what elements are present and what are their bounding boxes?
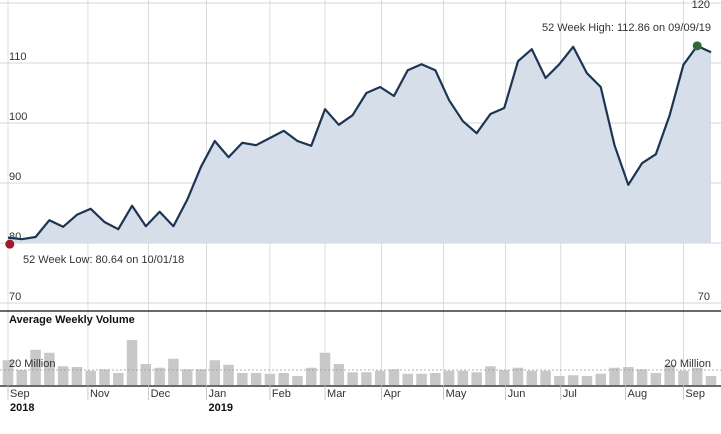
x-tick-label: Jun xyxy=(508,388,526,400)
volume-bar xyxy=(223,364,234,385)
volume-bar xyxy=(140,364,152,385)
x-tick-label: Jul xyxy=(563,388,577,400)
x-tick-label: Mar xyxy=(327,388,346,400)
volume-bar xyxy=(581,376,593,385)
x-tick-label: May xyxy=(446,388,467,400)
volume-bar xyxy=(457,370,469,385)
volume-bar xyxy=(30,349,41,385)
volume-bar xyxy=(250,373,262,385)
volume-bar xyxy=(705,376,717,385)
volume-bar xyxy=(554,376,565,385)
volume-bar xyxy=(264,373,276,385)
y-tick-label-right: 20 Million xyxy=(665,358,711,370)
volume-bar xyxy=(512,367,524,385)
annotation-high: 52 Week High: 112.86 on 09/09/19 xyxy=(542,22,711,34)
year-label: 2019 xyxy=(208,402,232,414)
y-tick-label: 70 xyxy=(9,291,21,303)
volume-bar xyxy=(2,360,14,385)
volume-bar xyxy=(278,373,289,385)
volume-bar xyxy=(485,366,496,385)
volume-bar xyxy=(650,373,662,385)
volume-bar xyxy=(374,370,386,385)
volume-bar xyxy=(113,373,124,385)
volume-bar xyxy=(99,369,110,385)
volume-bar xyxy=(209,360,221,385)
x-tick-label: Apr xyxy=(384,388,401,400)
y-tick-label: 120 xyxy=(9,0,27,3)
volume-bar xyxy=(498,370,510,385)
area-fill xyxy=(8,45,711,244)
volume-bar xyxy=(71,367,83,385)
y-tick-label: 20 Million xyxy=(9,358,55,370)
volume-bar xyxy=(540,370,551,385)
volume-bar xyxy=(57,366,69,385)
volume-bar xyxy=(333,364,345,385)
volume-bar xyxy=(16,370,28,385)
volume-bar xyxy=(595,373,606,385)
x-tick-label: Nov xyxy=(90,388,110,400)
volume-bar xyxy=(388,369,400,385)
volume-bar xyxy=(443,370,455,385)
volume-bar xyxy=(154,367,165,385)
volume-bar xyxy=(471,372,482,385)
low-marker xyxy=(5,239,15,249)
x-tick-label: Sep xyxy=(685,388,705,400)
volume-bar xyxy=(306,367,317,385)
volume-bar xyxy=(126,340,138,385)
volume-bar xyxy=(292,376,303,385)
y-tick-label: 100 xyxy=(9,111,27,123)
volume-bar xyxy=(567,375,579,385)
volume-bar xyxy=(85,370,96,385)
volume-bar xyxy=(181,369,193,385)
volume-bar xyxy=(347,372,358,385)
year-label: 2018 xyxy=(10,402,34,414)
y-tick-label: 90 xyxy=(9,171,21,183)
volume-bar xyxy=(430,373,441,385)
volume-bar xyxy=(44,352,55,385)
volume-bar xyxy=(691,367,703,385)
y-tick-label: 110 xyxy=(9,51,27,63)
x-tick-label: Feb xyxy=(272,388,291,400)
volume-bar xyxy=(237,373,248,385)
volume-bar xyxy=(416,373,427,385)
volume-bar xyxy=(664,364,675,385)
volume-bar xyxy=(636,369,648,385)
x-tick-label: Dec xyxy=(151,388,171,400)
volume-bar xyxy=(526,370,538,385)
volume-title: Average Weekly Volume xyxy=(9,314,135,326)
annotation-low: 52 Week Low: 80.64 on 10/01/18 xyxy=(23,254,184,266)
price-line xyxy=(7,44,712,241)
volume-bar xyxy=(678,370,689,385)
y-tick-label-right: 120 xyxy=(692,0,710,11)
y-tick-label-right: 70 xyxy=(698,291,710,303)
x-tick-label: Aug xyxy=(628,388,648,400)
x-tick-label: Jan xyxy=(208,388,226,400)
high-marker xyxy=(692,41,702,51)
volume-bar xyxy=(361,372,372,385)
volume-bar xyxy=(402,373,413,385)
volume-bar xyxy=(168,358,179,385)
volume-bar xyxy=(609,367,620,385)
volume-bar xyxy=(623,367,634,385)
volume-bar xyxy=(195,369,207,385)
volume-bar xyxy=(319,352,331,385)
x-tick-label: Sep xyxy=(10,388,30,400)
